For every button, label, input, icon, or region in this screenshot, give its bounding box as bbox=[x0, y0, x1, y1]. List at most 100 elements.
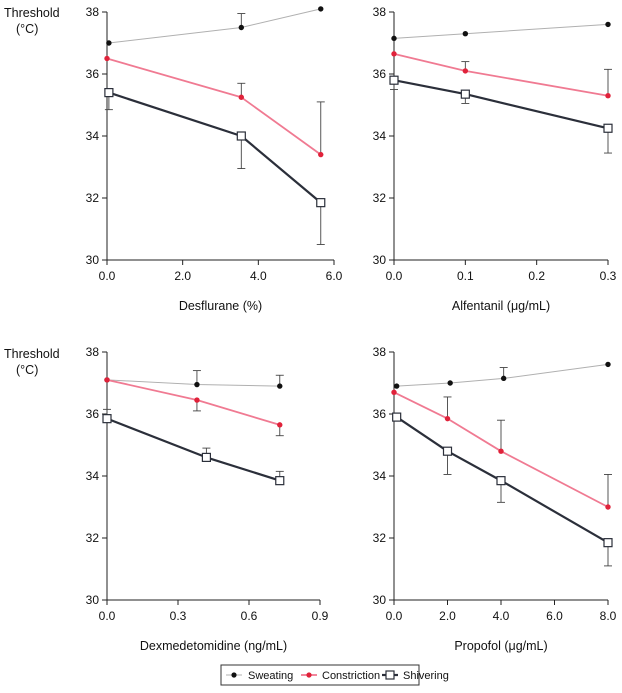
data-point-shivering bbox=[496, 476, 506, 486]
legend-label-constriction: Constriction bbox=[322, 670, 380, 682]
x-tick-label: 2.0 bbox=[174, 269, 191, 283]
data-point-shivering bbox=[603, 538, 613, 548]
data-point-sweating bbox=[238, 24, 245, 31]
data-point-shivering bbox=[392, 412, 402, 422]
y-tick-label: 34 bbox=[86, 129, 100, 143]
data-point-constriction bbox=[104, 377, 110, 383]
series-line-shivering bbox=[396, 416, 609, 544]
series-line-constriction bbox=[106, 57, 322, 156]
y-tick-label: 36 bbox=[86, 407, 100, 421]
x-tick-label: 0.0 bbox=[99, 269, 116, 283]
data-point-constriction bbox=[498, 448, 504, 454]
data-point-shivering bbox=[460, 89, 470, 99]
data-point-shivering bbox=[603, 123, 613, 133]
series-shivering bbox=[389, 75, 613, 154]
y-tick-label: 32 bbox=[86, 531, 100, 545]
x-tick-label: 0.6 bbox=[241, 609, 258, 623]
data-point-shivering bbox=[275, 476, 285, 486]
data-point-constriction bbox=[318, 151, 324, 158]
legend-marker-shivering bbox=[385, 670, 395, 680]
data-point-sweating bbox=[194, 381, 200, 388]
series-shivering bbox=[392, 412, 613, 567]
y-tick-label: 36 bbox=[86, 67, 100, 81]
series-shivering bbox=[104, 87, 326, 245]
series-line-shivering bbox=[108, 91, 322, 204]
y-tick-label: 38 bbox=[373, 345, 387, 359]
series-sweating bbox=[391, 21, 611, 42]
y-tick-label: 36 bbox=[373, 407, 387, 421]
data-point-constriction bbox=[194, 397, 200, 403]
x-tick-label: 0.1 bbox=[457, 269, 474, 283]
legend: Sweating Constriction Shivering bbox=[220, 664, 449, 686]
data-point-sweating bbox=[447, 380, 453, 386]
y-tick-label: 30 bbox=[86, 253, 100, 267]
chart-panel-alfentanil: 30 32 34 36 38 0.0 0.1 0.2 0.3 Alfentanil (μg/mL) bbox=[373, 5, 617, 313]
data-point-constriction bbox=[277, 422, 283, 428]
data-point-shivering bbox=[104, 87, 114, 98]
x-tick-label: 0.0 bbox=[99, 609, 116, 623]
y-tick-label: 32 bbox=[373, 191, 387, 205]
y-tick-label: 30 bbox=[373, 593, 387, 607]
y-tick-label: 32 bbox=[373, 531, 387, 545]
data-point-constriction bbox=[605, 504, 611, 510]
chart-panel-propofol: 30 32 34 36 38 0.0 2.0 4.0 6.0 8.0 Propofol (μg/mL… bbox=[373, 345, 617, 653]
x-tick-label: 0.0 bbox=[386, 269, 403, 283]
x-axis-title: Desflurane (%) bbox=[179, 299, 262, 313]
y-tick-label: 36 bbox=[373, 67, 387, 81]
x-tick-label: 0.0 bbox=[386, 609, 403, 623]
series-line-shivering bbox=[106, 417, 281, 482]
x-tick-label: 0.9 bbox=[312, 609, 329, 623]
legend-item-sweating: Sweating bbox=[226, 670, 293, 682]
data-point-shivering bbox=[201, 452, 211, 462]
data-point-constriction bbox=[391, 51, 397, 57]
legend-item-constriction: Constriction bbox=[301, 670, 380, 682]
y-axis-title-bottom-line2: (°C) bbox=[16, 363, 38, 377]
y-axis-title-top-line2: (°C) bbox=[16, 22, 38, 36]
x-tick-label: 4.0 bbox=[250, 269, 267, 283]
series-line-sweating bbox=[396, 363, 609, 387]
y-axis-title-bottom-line1: Threshold bbox=[4, 347, 60, 361]
series-shivering bbox=[102, 408, 285, 486]
data-point-constriction bbox=[104, 55, 110, 62]
chart-panel-dexmedetomidine: 30 32 34 36 38 0.0 0.3 0.6 0.9 Dexmedetomidine (n… bbox=[86, 345, 329, 653]
y-tick-label: 38 bbox=[373, 5, 387, 19]
series-line-constriction bbox=[106, 379, 281, 426]
legend-label-sweating: Sweating bbox=[248, 670, 293, 682]
data-point-constriction bbox=[605, 93, 611, 99]
data-point-sweating bbox=[106, 40, 112, 46]
legend-box bbox=[220, 664, 420, 686]
x-tick-label: 2.0 bbox=[439, 609, 456, 623]
series-line-shivering bbox=[393, 79, 609, 130]
data-point-sweating bbox=[277, 383, 283, 389]
chart-panel-desflurane: 30 32 34 36 38 0.0 2.0 4.0 6.0 Desflurane (%) bbox=[86, 5, 343, 313]
series-sweating bbox=[106, 6, 324, 46]
series-constriction bbox=[391, 389, 612, 510]
data-point-shivering bbox=[442, 446, 453, 456]
legend-marker-constriction bbox=[306, 672, 312, 678]
data-point-constriction bbox=[462, 68, 469, 74]
data-point-shivering bbox=[316, 198, 326, 208]
series-constriction bbox=[104, 55, 325, 158]
x-tick-label: 0.3 bbox=[600, 269, 617, 283]
series-line-sweating bbox=[108, 8, 321, 44]
series-line-constriction bbox=[393, 391, 609, 508]
legend-label-shivering: Shivering bbox=[403, 670, 449, 682]
data-point-sweating bbox=[462, 31, 469, 37]
x-axis-title: Propofol (μg/mL) bbox=[454, 639, 547, 653]
data-point-shivering bbox=[102, 414, 112, 424]
series-sweating bbox=[393, 361, 611, 389]
y-tick-label: 34 bbox=[373, 469, 387, 483]
legend-marker-sweating bbox=[231, 672, 237, 678]
y-tick-label: 38 bbox=[86, 5, 100, 19]
legend-item-shivering: Shivering bbox=[382, 670, 449, 682]
data-point-constriction bbox=[444, 415, 451, 422]
y-tick-label: 30 bbox=[373, 253, 387, 267]
data-point-constriction bbox=[391, 389, 397, 395]
x-axis-title: Dexmedetomidine (ng/mL) bbox=[140, 639, 287, 653]
y-tick-label: 34 bbox=[86, 469, 100, 483]
y-axis-title-top-line1: Threshold bbox=[4, 6, 60, 20]
x-tick-label: 0.3 bbox=[170, 609, 187, 623]
data-point-sweating bbox=[605, 21, 611, 28]
data-point-shivering bbox=[236, 131, 246, 141]
